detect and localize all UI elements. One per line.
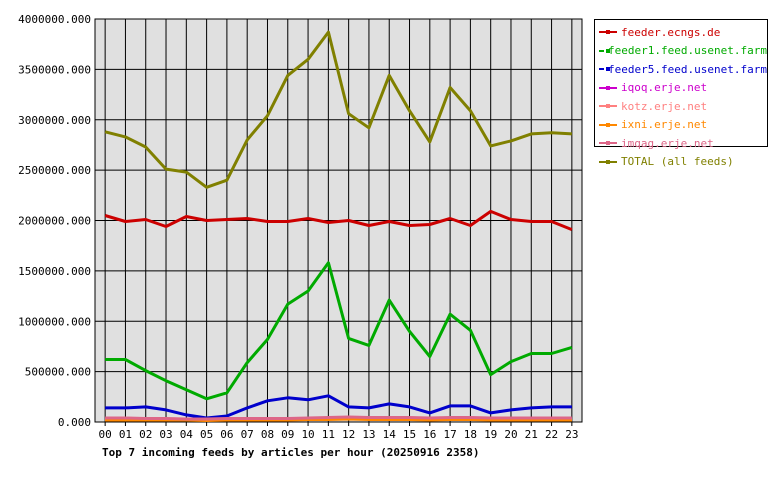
x-tick-label: 14 bbox=[383, 428, 397, 441]
y-tick-label: 4000000.000 bbox=[18, 13, 91, 26]
x-tick-label: 21 bbox=[525, 428, 538, 441]
legend-label: feeder.ecngs.de bbox=[621, 25, 721, 39]
legend-swatch bbox=[599, 140, 617, 146]
legend-item: feeder1.feed.usenet.farm bbox=[599, 42, 767, 61]
legend-item: feeder5.feed.usenet.farm bbox=[599, 60, 767, 79]
x-tick-label: 17 bbox=[443, 428, 456, 441]
x-tick-label: 08 bbox=[261, 428, 274, 441]
axis-labels: 0.000500000.0001000000.0001500000.000200… bbox=[18, 13, 578, 441]
legend-swatch bbox=[599, 103, 617, 109]
legend-label: feeder5.feed.usenet.farm bbox=[608, 62, 767, 76]
x-tick-label: 23 bbox=[565, 428, 578, 441]
series-line-0 bbox=[104, 209, 573, 231]
legend-swatch bbox=[599, 159, 617, 165]
legend-item: imqag.erje.net bbox=[599, 134, 767, 153]
legend-label: iqoq.erje.net bbox=[621, 81, 708, 95]
x-tick-label: 16 bbox=[423, 428, 436, 441]
x-tick-label: 11 bbox=[322, 428, 335, 441]
x-tick-label: 22 bbox=[545, 428, 558, 441]
x-tick-label: 12 bbox=[342, 428, 355, 441]
legend-swatch bbox=[599, 48, 611, 54]
x-tick-label: 13 bbox=[362, 428, 375, 441]
y-tick-label: 3500000.000 bbox=[18, 63, 91, 76]
chart-title: Top 7 incoming feeds by articles per hou… bbox=[102, 446, 480, 459]
y-tick-label: 500000.000 bbox=[25, 366, 91, 379]
legend-item: kotz.erje.net bbox=[599, 97, 767, 116]
y-tick-label: 2000000.000 bbox=[18, 215, 91, 228]
series-line-6 bbox=[105, 415, 572, 421]
series-line-1 bbox=[105, 261, 573, 401]
legend-swatch bbox=[599, 29, 617, 35]
y-tick-label: 2500000.000 bbox=[18, 164, 91, 177]
legend-label: ixni.erje.net bbox=[621, 118, 708, 132]
x-tick-label: 06 bbox=[220, 428, 233, 441]
x-tick-label: 19 bbox=[484, 428, 497, 441]
x-tick-label: 00 bbox=[99, 428, 112, 441]
x-tick-label: 09 bbox=[281, 428, 294, 441]
y-tick-label: 1500000.000 bbox=[18, 265, 91, 278]
y-tick-label: 1000000.000 bbox=[18, 315, 91, 328]
y-tick-label: 0.000 bbox=[58, 416, 91, 429]
legend-item: ixni.erje.net bbox=[599, 116, 767, 135]
x-tick-label: 03 bbox=[159, 428, 172, 441]
y-tick-label: 3000000.000 bbox=[18, 114, 91, 127]
legend-label: TOTAL (all feeds) bbox=[621, 155, 734, 169]
x-tick-label: 04 bbox=[180, 428, 194, 441]
x-tick-label: 15 bbox=[403, 428, 416, 441]
legend-swatch bbox=[599, 85, 617, 91]
x-tick-label: 10 bbox=[301, 428, 314, 441]
x-tick-label: 18 bbox=[464, 428, 477, 441]
x-tick-label: 20 bbox=[504, 428, 517, 441]
series-lines bbox=[104, 30, 573, 422]
legend-item: feeder.ecngs.de bbox=[599, 23, 767, 42]
x-tick-label: 02 bbox=[139, 428, 152, 441]
x-tick-label: 05 bbox=[200, 428, 213, 441]
series-line-2 bbox=[105, 394, 572, 420]
series-line-7 bbox=[104, 30, 572, 189]
legend-label: imqag.erje.net bbox=[621, 136, 714, 150]
legend-swatch bbox=[599, 66, 611, 72]
legend-item: TOTAL (all feeds) bbox=[599, 153, 767, 172]
legend-label: kotz.erje.net bbox=[621, 99, 708, 113]
legend: feeder.ecngs.de feeder1.feed.usenet.farm f… bbox=[594, 19, 768, 168]
legend-label: feeder1.feed.usenet.farm bbox=[608, 44, 767, 58]
x-tick-label: 07 bbox=[241, 428, 254, 441]
x-tick-label: 01 bbox=[119, 428, 132, 441]
legend-item: iqoq.erje.net bbox=[599, 79, 767, 98]
legend-swatch bbox=[599, 122, 617, 128]
